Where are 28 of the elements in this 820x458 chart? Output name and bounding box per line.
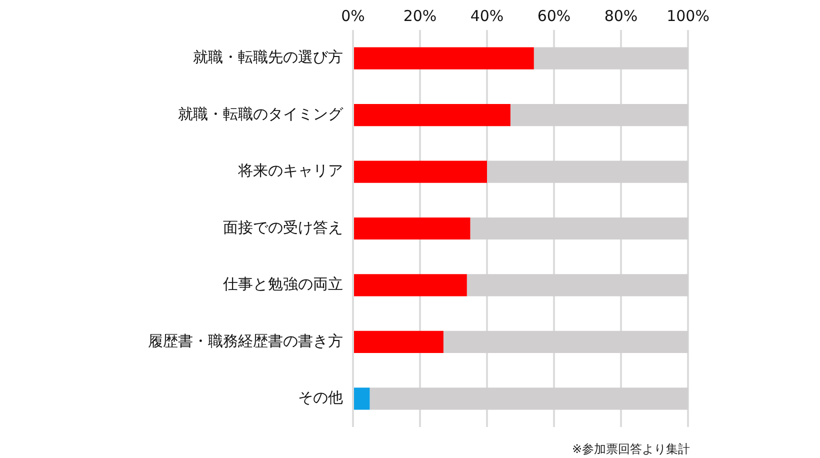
x-tick-label: 20% — [403, 6, 437, 25]
y-tick-label: 面接での受け答え — [223, 218, 343, 236]
bar — [370, 388, 688, 410]
bar — [354, 47, 534, 70]
bar — [354, 217, 470, 240]
y-tick-label: 履歴書・職務経歴書の書き方 — [148, 332, 343, 350]
y-tick-label: 将来のキャリア — [237, 162, 343, 180]
x-tick-label: 60% — [537, 6, 571, 25]
bar — [510, 104, 688, 126]
bar — [443, 330, 688, 353]
bar — [466, 274, 688, 296]
y-tick-label: その他 — [298, 388, 343, 407]
bar — [354, 274, 467, 296]
y-tick-label: 仕事と勉強の両立 — [222, 275, 343, 294]
bar — [470, 217, 688, 240]
x-tick-label: 0% — [341, 6, 365, 25]
x-tick-label: 40% — [470, 6, 504, 25]
bar — [534, 47, 688, 70]
y-tick-label: 就職・転職先の選び方 — [193, 48, 343, 66]
y-tick-label: 就職・転職のタイミング — [178, 104, 344, 123]
text: ※参加票回答より集計 — [572, 441, 690, 458]
bar — [354, 104, 510, 126]
bar — [354, 388, 370, 410]
bar — [354, 330, 444, 353]
x-tick-label: 80% — [604, 6, 638, 25]
bar — [354, 160, 487, 183]
bar — [487, 160, 688, 183]
x-tick-label: 100% — [666, 6, 710, 25]
